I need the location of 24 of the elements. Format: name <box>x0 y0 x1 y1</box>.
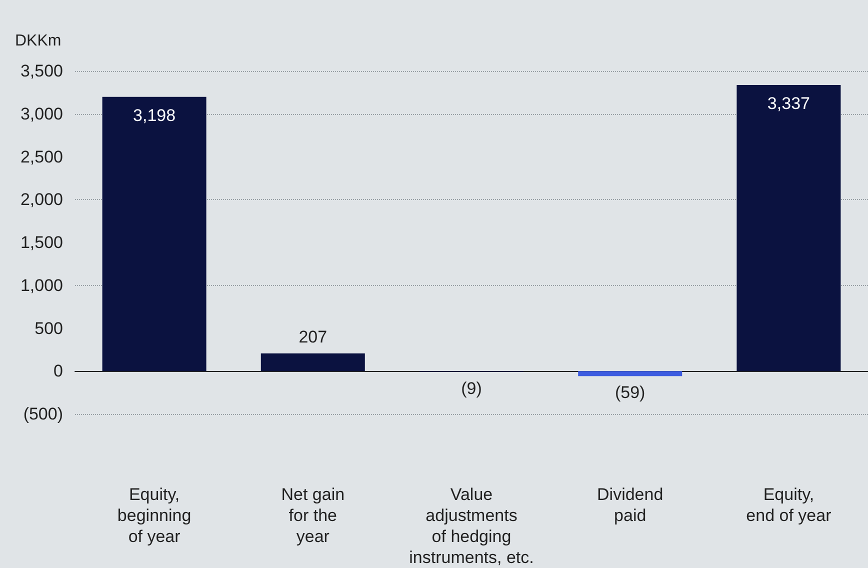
y-tick-label: 3,000 <box>20 104 63 124</box>
data-label: (9) <box>461 378 482 398</box>
data-label: 207 <box>298 327 328 346</box>
data-label: 3,337 <box>767 94 810 113</box>
x-tick-label: Value adjustments of hedging instruments, etc. <box>409 485 534 567</box>
bar <box>102 96 206 372</box>
y-tick-label: 2,000 <box>20 190 63 210</box>
x-tick-label: Dividend paid <box>597 485 664 525</box>
y-tick-label: 2,500 <box>20 147 63 166</box>
y-tick-label: 500 <box>34 318 63 338</box>
x-tick-label: Net gain for the year <box>281 485 345 546</box>
y-tick-label: 1,500 <box>20 233 63 252</box>
y-tick-label: (500) <box>23 404 63 424</box>
bar <box>578 371 682 376</box>
bar <box>260 353 365 372</box>
y-tick-label: 1,000 <box>20 276 63 295</box>
data-label: (59) <box>614 383 646 402</box>
y-tick-label: 0 <box>54 362 63 381</box>
bar <box>736 84 841 372</box>
data-label: 3,198 <box>133 106 176 125</box>
x-tick-label: Equity, end of year <box>746 485 832 525</box>
x-tick-label: Equity, beginning of year <box>117 485 192 546</box>
y-tick-label: 3,500 <box>20 62 63 80</box>
y-axis-title: DKKm <box>15 32 62 50</box>
